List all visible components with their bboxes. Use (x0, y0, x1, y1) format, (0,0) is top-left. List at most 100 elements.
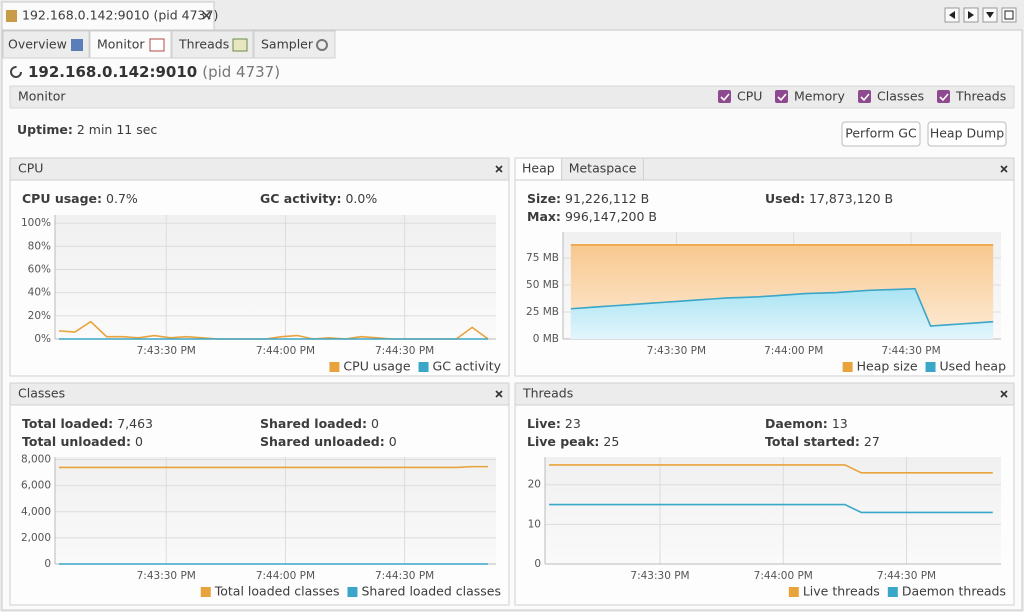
x-tick-label: 7:43:30 PM (137, 570, 196, 582)
y-tick-label: 6,000 (21, 480, 51, 492)
pid: (pid 4737) (202, 63, 280, 81)
y-tick-label: 25 MB (526, 306, 559, 318)
stat-value: 0.0% (345, 191, 377, 206)
legend-label: Live threads (803, 584, 880, 599)
x-tick-label: 7:43:30 PM (630, 570, 689, 582)
panel-tab-label: Heap (522, 161, 555, 176)
subtab-icon (149, 38, 165, 52)
panel-close[interactable] (495, 165, 503, 173)
subtab-label: Sampler (261, 37, 314, 52)
legend-swatch (925, 362, 936, 372)
stat-value: 996,147,200 B (565, 209, 657, 224)
x-tick-label: 7:43:30 PM (137, 345, 196, 357)
checkbox-label: Classes (877, 89, 924, 104)
legend-swatch (347, 587, 358, 597)
plot-area (545, 457, 1001, 564)
stat-label: Shared unloaded: (260, 434, 385, 449)
stat-value: 7,463 (117, 416, 153, 431)
y-tick-label: 4,000 (21, 506, 51, 518)
panel-title: CPU (18, 161, 43, 176)
x-tick-label: 7:44:00 PM (754, 570, 813, 582)
subtab-icon (71, 39, 83, 51)
subtab-bar: Overview Monitor Threads Sampler (2, 30, 336, 59)
button[interactable] (927, 121, 1007, 147)
panel-close[interactable] (495, 390, 503, 398)
y-tick-label: 40% (28, 287, 51, 299)
monitor-bar (9, 85, 1015, 109)
x-tick-label: 7:44:30 PM (375, 570, 434, 582)
stat-value: 91,226,112 B (565, 191, 649, 206)
stat-value: 25 (603, 434, 619, 449)
checkbox-label: Threads (955, 89, 1006, 104)
stat-label: Size: (527, 191, 561, 206)
x-tick-label: 7:44:30 PM (881, 345, 940, 357)
stat-value: 23 (565, 416, 581, 431)
stat: Size: 91,226,112 B (527, 191, 649, 206)
button-label: Heap Dump (930, 126, 1004, 141)
stat-label: GC activity: (260, 191, 341, 206)
checkmark (720, 93, 730, 102)
legend-label: Used heap (940, 359, 1007, 374)
stat-value: 17,873,120 B (809, 191, 893, 206)
panel-header (9, 157, 510, 181)
legend-label: Total loaded classes (214, 584, 340, 599)
stat-label: Max: (527, 209, 561, 224)
y-tick-label: 75 MB (526, 252, 559, 264)
checkmark (939, 93, 949, 102)
x-tick-label: 7:44:00 PM (764, 345, 823, 357)
checkbox-label: Memory (794, 89, 845, 104)
x-tick-label: 7:43:30 PM (647, 345, 706, 357)
area (570, 288, 994, 339)
stat-value: 0 (371, 416, 379, 431)
plot-area (55, 457, 496, 564)
y-tick-label: 100% (21, 217, 51, 229)
y-tick-label: 80% (28, 240, 51, 252)
plot-area (55, 215, 496, 339)
legend-label: Shared loaded classes (361, 584, 501, 599)
x-tick-label: 7:44:00 PM (256, 345, 315, 357)
panel-close[interactable] (1000, 165, 1008, 173)
legend-swatch (329, 362, 340, 372)
stat: Total unloaded: 0 (22, 434, 143, 449)
y-tick-label: 2,000 (21, 532, 51, 544)
line (549, 503, 993, 514)
subtab-label: Threads (178, 37, 229, 52)
checkbox-label: CPU (737, 89, 762, 104)
checkbox[interactable] (718, 90, 731, 103)
header: 192.168.0.142:9010 (pid 4737) (28, 63, 280, 81)
document-tab[interactable] (1, 1, 215, 32)
tab-close[interactable] (202, 11, 211, 20)
app-icon (6, 10, 17, 22)
button[interactable] (841, 121, 921, 147)
line (58, 465, 489, 469)
stat: CPU usage: 0.7% (22, 191, 138, 206)
y-tick-label: 0 (534, 558, 541, 570)
y-tick-label: 60% (28, 263, 51, 275)
subtab[interactable] (253, 30, 336, 59)
subtab-label: Overview (8, 37, 67, 52)
checkbox[interactable] (858, 90, 871, 103)
stat: Shared loaded: 0 (260, 416, 379, 431)
panel-close[interactable] (1000, 390, 1008, 398)
stat-label: Daemon: (765, 416, 828, 431)
stat-label: Used: (765, 191, 805, 206)
legend-swatch (788, 587, 799, 597)
checkbox[interactable] (937, 90, 950, 103)
panel-tab[interactable] (561, 157, 644, 181)
button-label: Perform GC (845, 126, 917, 141)
checkbox[interactable] (775, 90, 788, 103)
spinner (10, 66, 22, 78)
uptime-value: 2 min 11 sec (77, 122, 158, 137)
panel-header (514, 382, 1015, 406)
legend-label: Daemon threads (902, 584, 1006, 599)
x-tick-label: 7:44:30 PM (375, 345, 434, 357)
stat: Daemon: 13 (765, 416, 848, 431)
subtab-icon (232, 38, 248, 52)
stat-value: 0 (135, 434, 143, 449)
y-tick-label: 50 MB (526, 279, 559, 291)
stat-label: Shared loaded: (260, 416, 367, 431)
line (549, 464, 993, 474)
y-tick-label: 0 (44, 558, 51, 570)
subtab-icon (316, 39, 328, 51)
